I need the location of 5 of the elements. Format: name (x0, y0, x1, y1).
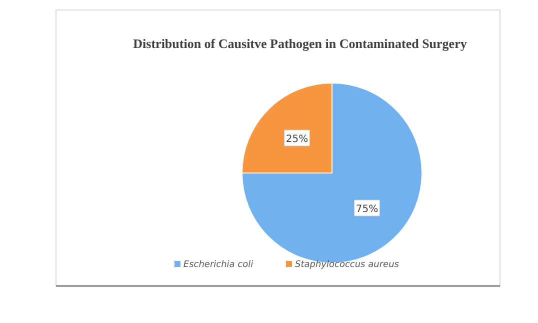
data-label: 75% (356, 204, 378, 215)
legend-label: Escherichia coli (183, 260, 254, 270)
legend-label: Staphylococcus aureus (295, 260, 400, 270)
data-label: 25% (286, 134, 308, 145)
chart-title: Distribution of Causitve Pathogen in Contaminated Surgery (133, 36, 468, 51)
